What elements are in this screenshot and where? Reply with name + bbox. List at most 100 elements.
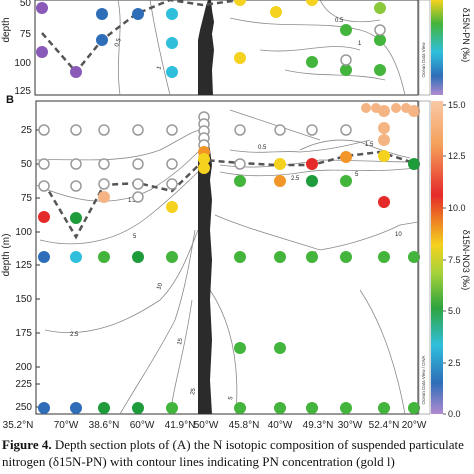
- data-point-empty: [132, 158, 144, 170]
- data-point: [36, 46, 48, 58]
- data-point: [234, 0, 246, 6]
- y-tick-label: 125: [15, 260, 32, 271]
- cbar-tick-label: 0.0: [448, 409, 461, 419]
- data-point: [96, 8, 108, 20]
- panel-a-side-strip: [418, 0, 431, 96]
- data-point: [132, 8, 144, 20]
- panel-b-colorbar: [431, 101, 443, 414]
- data-point: [98, 191, 110, 203]
- data-point: [378, 150, 390, 162]
- data-point-empty: [38, 180, 50, 192]
- y-tick-label: 225: [15, 379, 32, 390]
- panel-a-contour-label: 1: [358, 41, 362, 47]
- data-point: [234, 342, 246, 354]
- y-tick-label: 150: [15, 294, 32, 305]
- data-point: [166, 66, 178, 78]
- x-tick-label: 45.8°N: [229, 420, 260, 431]
- panel-b-dots: [38, 103, 420, 414]
- panel-a-ytick: 125: [14, 86, 31, 97]
- data-point: [306, 158, 318, 170]
- panel-b-ridge: [198, 128, 212, 414]
- data-point: [38, 402, 50, 414]
- panel-a: depth 50 75 100 125 0.5 1 0.5 1 Ocean Da…: [1, 0, 471, 97]
- data-point: [166, 402, 178, 414]
- y-tick-label: 175: [15, 328, 32, 339]
- data-point: [38, 211, 50, 223]
- x-tick-label: 30°W: [338, 420, 363, 431]
- caption-label: Figure 4.: [2, 437, 52, 452]
- cbar-tick-label: 7.5: [448, 255, 461, 265]
- data-point-empty: [166, 158, 178, 170]
- x-tick-label: 70°W: [54, 420, 79, 431]
- data-point: [374, 64, 386, 76]
- data-point: [378, 402, 390, 414]
- cbar-tick-label: 12.5: [448, 151, 466, 161]
- panel-a-colorbar: [431, 0, 443, 95]
- figure-caption: Figure 4. Depth section plots of (A) the…: [0, 436, 474, 474]
- data-point: [374, 34, 386, 46]
- panel-b-contour-label: 1.5: [365, 142, 374, 148]
- data-point: [234, 251, 246, 263]
- data-point: [234, 402, 246, 414]
- data-point: [306, 175, 318, 187]
- data-point: [166, 37, 178, 49]
- data-point: [274, 342, 286, 354]
- data-point: [166, 201, 178, 213]
- x-tick-label: 52.4°N: [369, 420, 400, 431]
- data-point-empty: [374, 24, 386, 36]
- data-point-empty: [38, 124, 50, 136]
- panel-a-frame: [34, 0, 419, 96]
- data-point: [70, 402, 82, 414]
- data-point-empty: [38, 158, 50, 170]
- x-tick-label: 40°W: [268, 420, 293, 431]
- data-point: [96, 34, 108, 46]
- data-point-empty: [98, 124, 110, 136]
- panel-b-contours: [35, 109, 419, 415]
- x-tick-label: 35.2°N: [3, 420, 34, 431]
- data-point: [98, 402, 110, 414]
- data-point-empty: [98, 158, 110, 170]
- data-point: [274, 175, 286, 187]
- data-point-empty: [274, 124, 286, 136]
- panel-b-contour-label: 25: [190, 387, 197, 395]
- panel-b-contour-label: 1.5: [128, 198, 137, 204]
- data-point: [70, 66, 82, 78]
- panel-b-y-label: depth (m): [1, 234, 12, 277]
- cbar-tick-label: 15.0: [448, 100, 466, 110]
- panel-b-contour-label: 0.5: [258, 145, 267, 151]
- panel-a-dots: [36, 0, 386, 78]
- data-point: [274, 158, 286, 170]
- panel-a-contour-label: 0.5: [335, 18, 344, 24]
- panel-b-contour-label: 5: [355, 172, 359, 178]
- data-point: [408, 251, 420, 263]
- panel-b-x-ticks: 35.2°N 70°W 38.6°N 60°W 41.9°N50°W 45.8°N 40°W…: [3, 420, 427, 431]
- data-point-empty: [166, 124, 178, 136]
- panel-b-contour-label: 15: [177, 337, 184, 345]
- y-tick-label: 100: [15, 227, 32, 238]
- panel-b-contour-label: 5: [228, 395, 235, 400]
- data-point: [70, 251, 82, 263]
- data-point: [378, 122, 390, 134]
- panel-a-odv-label: Ocean Data View: [421, 42, 426, 78]
- data-point: [306, 0, 318, 6]
- y-tick-label: 250: [15, 402, 32, 413]
- data-point: [378, 251, 390, 263]
- x-tick-label: 49.3°N: [303, 420, 334, 431]
- data-point: [408, 402, 420, 414]
- y-tick-label: 25: [21, 125, 33, 136]
- cbar-tick-label: 10.0: [448, 203, 466, 213]
- panel-b: B depth (m) 255075100125150175200225250 …: [1, 94, 471, 431]
- data-point: [378, 134, 390, 146]
- y-tick-label: 50: [21, 159, 33, 170]
- data-point: [401, 103, 411, 113]
- y-tick-label: 75: [21, 193, 33, 204]
- panel-a-depth-label: depth: [1, 17, 12, 42]
- data-point: [70, 212, 82, 224]
- figure-canvas: depth 50 75 100 125 0.5 1 0.5 1 Ocean Da…: [1, 0, 471, 431]
- data-point-empty: [234, 158, 246, 170]
- data-point-empty: [98, 178, 110, 190]
- panel-a-contour-label: 0.5: [114, 37, 123, 48]
- panel-b-contour-label: 2.5: [291, 176, 300, 182]
- data-point: [374, 2, 386, 14]
- cbar-tick-label: 5.0: [448, 306, 461, 316]
